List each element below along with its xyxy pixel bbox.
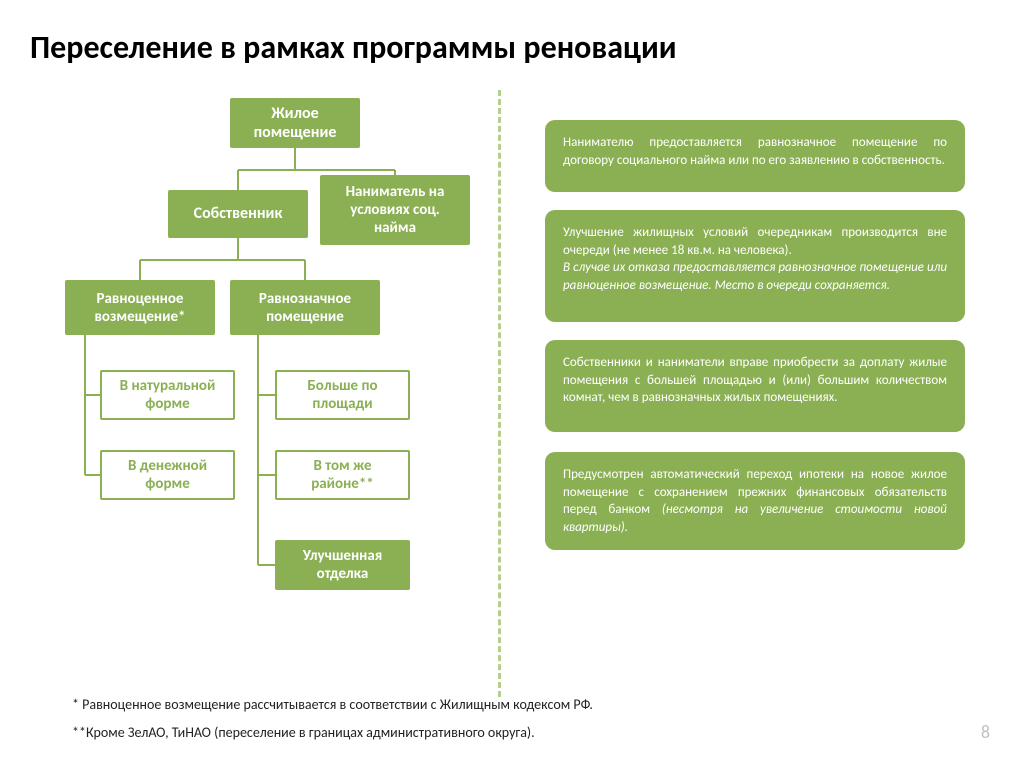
info-panel-2: Собственники и наниматели вправе приобре…: [545, 340, 965, 432]
info-panel-1: Улучшение жилищных условий очередникам п…: [545, 210, 965, 322]
info-panel-0: Нанимателю предоставляется равнозначное …: [545, 120, 965, 192]
node-natural: В натуральнойформе: [100, 370, 235, 420]
node-money: В денежнойформе: [100, 450, 235, 500]
info-panel-3: Предусмотрен автоматический переход ипот…: [545, 452, 965, 550]
node-bigger: Больше поплощади: [275, 370, 410, 420]
node-tenant: Наниматель наусловиях соц.найма: [320, 175, 470, 245]
node-root: Жилоепомещение: [230, 98, 360, 148]
node-owner: Собственник: [168, 190, 308, 238]
node-samedist: В том жерайоне**: [275, 450, 410, 500]
footnote-0: * Равноценное возмещение рассчитывается …: [72, 696, 593, 713]
page-number: 8: [981, 721, 990, 743]
node-eqroom: Равнозначноепомещение: [230, 280, 380, 335]
page-title: Переселение в рамках программы реновации: [30, 28, 677, 67]
vertical-divider: [498, 90, 501, 697]
node-eqcomp: Равноценноевозмещение*: [65, 280, 215, 335]
footnote-1: **Кроме ЗелАО, ТиНАО (переселение в гран…: [72, 724, 535, 741]
node-finish: Улучшеннаяотделка: [275, 540, 410, 590]
